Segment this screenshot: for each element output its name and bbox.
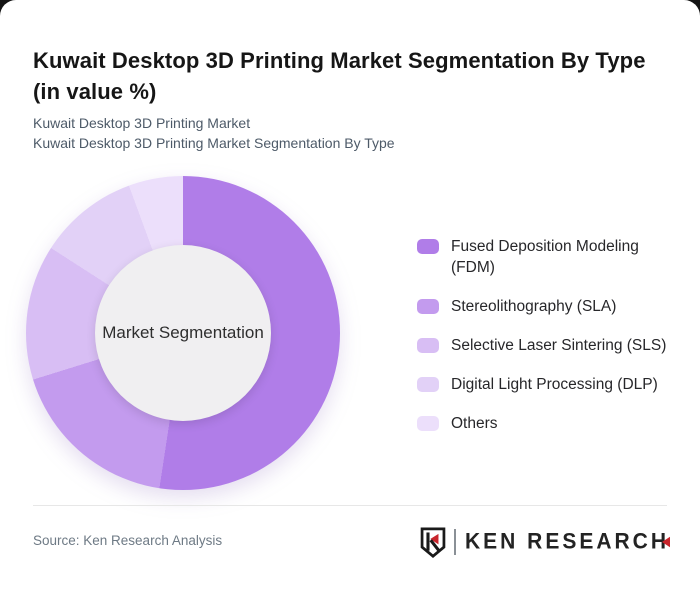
- wordmark-rest: EN RESEARCH: [483, 529, 669, 554]
- legend-item-sla: Stereolithography (SLA): [417, 296, 679, 317]
- legend-swatch-sla: [417, 299, 439, 314]
- donut-center-label: Market Segmentation: [102, 323, 264, 342]
- ken-research-logo: K EN RESEARCH: [419, 526, 670, 558]
- source-note: Source: Ken Research Analysis: [33, 533, 223, 548]
- legend-label: Digital Light Processing (DLP): [451, 376, 658, 393]
- legend-swatch-sls: [417, 338, 439, 353]
- page-title: Kuwait Desktop 3D Printing Market Segmen…: [33, 47, 646, 104]
- legend-item-others: Others: [417, 413, 679, 434]
- donut-center: Market Segmentation: [95, 245, 271, 421]
- legend-label: Stereolithography (SLA): [451, 298, 617, 315]
- legend-swatch-dlp: [417, 377, 439, 392]
- footer-divider: [33, 505, 667, 506]
- legend-item-sls: Selective Laser Sintering (SLS): [417, 335, 679, 356]
- legend-swatch-fdm: [417, 239, 439, 254]
- legend-item-dlp: Digital Light Processing (DLP): [417, 374, 679, 395]
- red-triangle-icon: [662, 536, 670, 548]
- legend: Fused Deposition Modeling (FDM) Stereoli…: [417, 236, 679, 434]
- shield-k-icon: [420, 526, 446, 558]
- subtitle-line-1: Kuwait Desktop 3D Printing Market: [33, 115, 251, 131]
- brand-wordmark: K EN RESEARCH: [464, 529, 670, 554]
- wordmark-k: K: [464, 529, 484, 554]
- legend-label: Selective Laser Sintering (SLS): [451, 337, 667, 354]
- legend-label: Fused Deposition Modeling (FDM): [451, 238, 639, 276]
- legend-label: Others: [451, 415, 498, 432]
- donut-chart: Market Segmentation: [26, 176, 340, 490]
- subtitle-block: Kuwait Desktop 3D Printing Market Kuwait…: [33, 113, 395, 153]
- legend-item-fdm: Fused Deposition Modeling (FDM): [417, 236, 679, 278]
- logo-divider: [453, 529, 456, 555]
- subtitle-line-2: Kuwait Desktop 3D Printing Market Segmen…: [33, 135, 395, 151]
- legend-swatch-others: [417, 416, 439, 431]
